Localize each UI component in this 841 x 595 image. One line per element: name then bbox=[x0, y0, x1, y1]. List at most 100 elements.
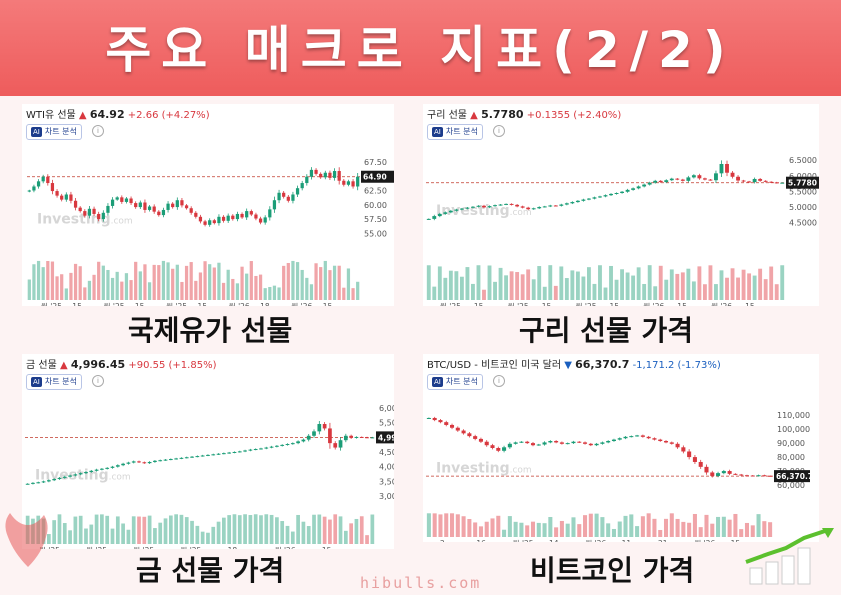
chart-analysis-button[interactable]: AI 차트 분석 bbox=[427, 124, 483, 140]
volume-bar bbox=[752, 275, 757, 300]
volume-bar bbox=[332, 265, 337, 300]
info-icon[interactable]: i bbox=[92, 375, 104, 387]
candle-body bbox=[184, 457, 189, 459]
volume-bar bbox=[780, 265, 785, 300]
candle-body bbox=[465, 207, 470, 209]
candle-body bbox=[536, 444, 541, 446]
price-change-pct: (-1.73%) bbox=[677, 360, 721, 371]
volume-bar bbox=[526, 269, 531, 300]
candle-body bbox=[346, 181, 351, 185]
candle-body bbox=[84, 471, 88, 474]
candle-body bbox=[691, 175, 696, 178]
candle-body bbox=[147, 461, 152, 464]
x-tick-label: 15 bbox=[323, 302, 333, 306]
candle-body bbox=[635, 435, 640, 437]
candle-body bbox=[647, 182, 652, 185]
price-change: +90.55 bbox=[128, 360, 166, 371]
volume-bar bbox=[625, 272, 630, 300]
down-arrow-icon: ▼ bbox=[564, 360, 572, 371]
volume-bar bbox=[635, 526, 640, 537]
candle-body bbox=[309, 169, 314, 177]
info-icon[interactable]: i bbox=[493, 125, 505, 137]
candle-body bbox=[64, 194, 68, 200]
candle-body bbox=[526, 207, 531, 210]
candle-body bbox=[258, 218, 263, 223]
info-icon[interactable]: i bbox=[493, 375, 505, 387]
volume-bar bbox=[179, 514, 184, 544]
volume-bar bbox=[212, 267, 216, 300]
candle-body bbox=[559, 204, 564, 206]
candle-body bbox=[277, 192, 281, 201]
candle-body bbox=[530, 443, 536, 446]
candle-body bbox=[137, 461, 141, 463]
volume-bar bbox=[285, 525, 290, 544]
candle-body bbox=[190, 456, 194, 458]
info-icon[interactable]: i bbox=[92, 125, 104, 137]
candle-body bbox=[194, 212, 198, 217]
volume-bar bbox=[725, 277, 729, 300]
volume-bar bbox=[253, 514, 258, 544]
candle-body bbox=[286, 196, 290, 201]
candle-body bbox=[592, 197, 597, 199]
candle-body bbox=[575, 200, 580, 203]
instrument-header: BTC/USD - 비트코인 미국 달러 ▼ 66,370.7 -1,171.2… bbox=[427, 356, 721, 371]
candle-body bbox=[245, 211, 249, 218]
last-price-box bbox=[786, 176, 819, 189]
watermark: Investing.com bbox=[436, 203, 532, 219]
candle-body bbox=[314, 169, 318, 174]
candle-body bbox=[548, 205, 553, 207]
instrument-header: 금 선물 ▲ 4,996.45 +90.55 (+1.85%) bbox=[26, 356, 216, 371]
volume-bar bbox=[349, 523, 353, 544]
candle-body bbox=[253, 449, 258, 451]
volume-bar bbox=[277, 287, 281, 300]
candle-body bbox=[646, 436, 651, 439]
volume-bar bbox=[211, 526, 216, 544]
volume-bar bbox=[496, 515, 501, 537]
chart-analysis-button[interactable]: AI 차트 분석 bbox=[26, 124, 82, 140]
watermark-suffix: .com bbox=[109, 472, 131, 482]
candle-body bbox=[179, 457, 184, 459]
candle-body bbox=[609, 193, 613, 196]
instrument-name: BTC/USD - 비트코인 미국 달러 bbox=[427, 360, 562, 371]
watermark-suffix: .com bbox=[510, 466, 532, 476]
candle-body bbox=[692, 457, 697, 462]
volume-bar bbox=[507, 516, 512, 537]
candle-body bbox=[168, 459, 173, 461]
candle-body bbox=[642, 184, 647, 187]
candle-body bbox=[301, 439, 306, 442]
chart-analysis-button[interactable]: AI 차트 분석 bbox=[427, 374, 483, 390]
volume-bar bbox=[614, 279, 619, 300]
volume-bar bbox=[714, 284, 718, 300]
candle-body bbox=[203, 221, 207, 225]
volume-bar bbox=[171, 268, 175, 300]
y-tick-label: 110,000 bbox=[777, 411, 810, 420]
candle-body bbox=[300, 183, 304, 189]
volume-bar bbox=[296, 514, 300, 544]
candle-body bbox=[467, 433, 472, 437]
chart-analysis-button[interactable]: AI 차트 분석 bbox=[26, 374, 82, 390]
candle-body bbox=[606, 441, 611, 443]
candle-body bbox=[774, 182, 779, 184]
volume-bar bbox=[232, 514, 237, 544]
x-tick-label: 15 bbox=[745, 302, 755, 306]
candle-body bbox=[110, 466, 115, 468]
chart-panel-copper: 구리 선물 ▲ 5.7780 +0.1355 (+2.40%) AI 차트 분석 … bbox=[423, 104, 819, 306]
page-title: 주요 매크로 지표(2/2) bbox=[105, 21, 736, 79]
x-tick-label: 월 '25 bbox=[576, 301, 597, 306]
volume-bar bbox=[87, 280, 92, 300]
volume-bar bbox=[473, 522, 478, 537]
candle-body bbox=[697, 175, 702, 179]
candle-body bbox=[577, 441, 582, 443]
candle-body bbox=[438, 420, 443, 423]
candle-body bbox=[212, 220, 216, 224]
volume-bar bbox=[603, 287, 608, 300]
candle-body bbox=[432, 216, 437, 219]
candle-body bbox=[166, 203, 170, 210]
volume-bar bbox=[168, 515, 173, 544]
candle-body bbox=[126, 462, 131, 464]
candle-body bbox=[282, 192, 286, 197]
volume-bar bbox=[741, 269, 746, 300]
volume-bar bbox=[482, 289, 486, 300]
candle-body bbox=[342, 180, 346, 185]
chart-caption-btc: 비트코인 가격 bbox=[530, 554, 695, 587]
